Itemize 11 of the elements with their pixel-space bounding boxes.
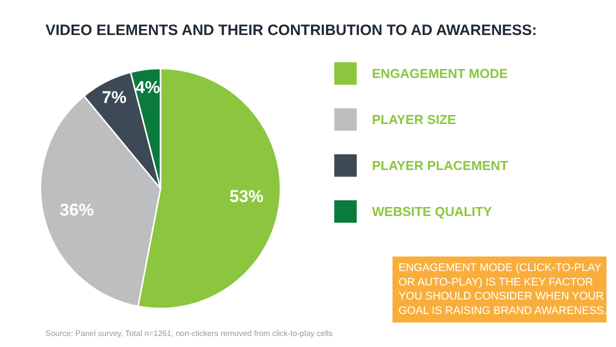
data-label: 7%	[102, 88, 126, 108]
legend-label: PLAYER SIZE	[372, 110, 456, 128]
legend-label: WEBSITE QUALITY	[372, 202, 492, 220]
data-label: 36%	[60, 200, 94, 220]
text: ENGAGEMENT MODE (CLICK-TO-PLAY OR AUTO-PLAY) IS THE KEY FACTOR YOU SHOULD CONSIDER WHEN YOUR GOAL IS RAISING BRAND AWARENESS.	[398, 262, 607, 318]
data-label: 4%	[135, 78, 160, 97]
data-label: 53%	[230, 187, 264, 206]
chart-title: VIDEO ELEMENTS AND THEIR CONTRIBUTION TO AD AWARENESS:	[46, 22, 537, 39]
legend-label: PLAYER PLACEMENT	[372, 156, 508, 174]
source-note: Source: Panel survey, Total n=1261, non-clickers removed from click-to-play cells	[46, 329, 333, 338]
legend-label: ENGAGEMENT MODE	[372, 64, 508, 82]
